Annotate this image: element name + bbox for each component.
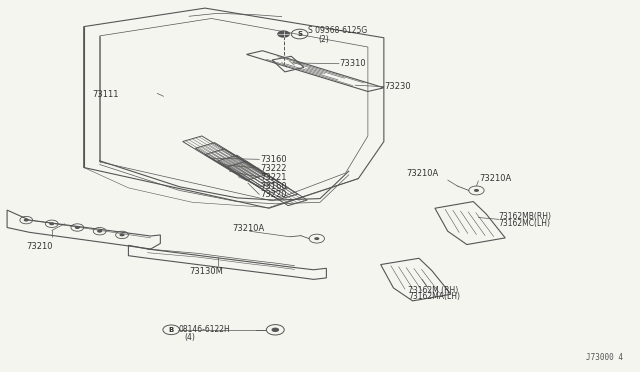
Text: 73130M: 73130M [189, 267, 223, 276]
Circle shape [277, 31, 290, 38]
Circle shape [474, 189, 479, 192]
Text: 73210A: 73210A [479, 174, 512, 183]
Text: 73222: 73222 [260, 164, 287, 173]
Text: 73230: 73230 [384, 82, 410, 91]
Text: 73210A: 73210A [232, 224, 264, 234]
Circle shape [120, 234, 125, 236]
Text: 08146-6122H: 08146-6122H [179, 325, 230, 334]
Circle shape [97, 230, 102, 233]
Text: 73162M (RH): 73162M (RH) [408, 286, 458, 295]
Text: 73162MA(LH): 73162MA(LH) [408, 292, 460, 301]
Text: 73220: 73220 [260, 190, 287, 199]
Circle shape [49, 222, 54, 225]
Text: 73162MC(LH): 73162MC(LH) [499, 219, 551, 228]
Text: 73160: 73160 [260, 182, 287, 190]
Text: 73310: 73310 [339, 59, 366, 68]
Text: 73162MB(RH): 73162MB(RH) [499, 212, 552, 221]
Text: S: S [297, 31, 302, 37]
Text: 73111: 73111 [92, 90, 119, 99]
Text: B: B [168, 327, 174, 333]
Circle shape [24, 219, 29, 222]
Circle shape [314, 237, 319, 240]
Circle shape [271, 328, 279, 332]
Text: 73210: 73210 [26, 241, 52, 250]
Text: 73210A: 73210A [406, 169, 438, 178]
Text: 73160: 73160 [260, 155, 287, 164]
Circle shape [75, 226, 80, 229]
Text: J73000 4: J73000 4 [586, 353, 623, 362]
Text: (2): (2) [319, 35, 330, 44]
Text: (4): (4) [184, 333, 195, 342]
Text: S 09368-6125G: S 09368-6125G [308, 26, 367, 35]
Text: 73221: 73221 [260, 173, 287, 182]
